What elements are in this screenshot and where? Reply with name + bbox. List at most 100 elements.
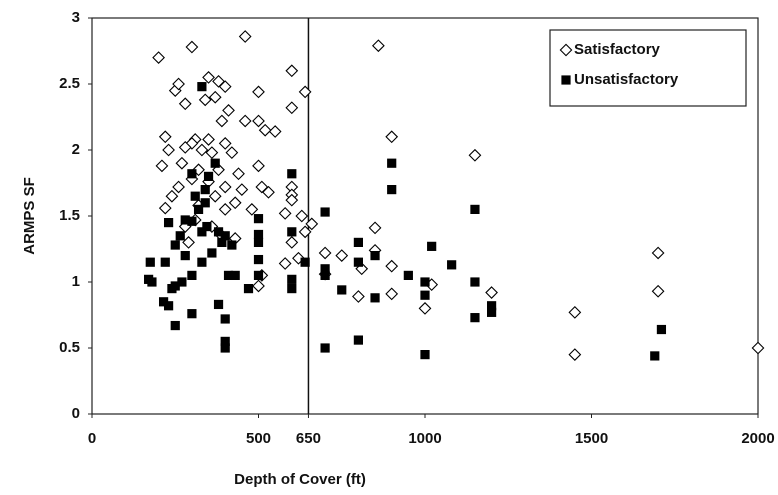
point [170,281,180,291]
x-tick-label: 0 [88,430,96,447]
point [287,169,297,179]
point [485,286,498,299]
point [180,251,190,261]
point [218,203,232,216]
point [253,254,264,265]
y-tick-label: 0.5 [59,339,80,356]
point [420,277,430,287]
point [385,130,399,144]
point [651,284,665,298]
point [238,114,252,128]
point [253,214,264,224]
point [487,301,497,311]
point [300,257,310,267]
point [751,341,765,355]
point [320,270,330,280]
legend-label: Unsatisfactory [574,71,679,88]
point [385,259,399,273]
point [420,350,430,360]
y-tick-label: 3 [72,9,80,26]
point [287,284,297,294]
point [205,146,219,160]
point [158,201,172,215]
point [202,71,215,84]
point [177,277,187,287]
x-tick-label: 1000 [408,430,441,447]
point [197,227,207,237]
point [158,130,172,144]
point [355,262,369,276]
point [223,270,234,280]
point [195,143,209,157]
point [222,104,235,117]
point [152,51,165,64]
y-axis-title: ARMPS SF [21,177,38,255]
point [287,274,297,284]
point [468,148,482,162]
point [387,185,397,195]
point [197,82,207,92]
point [285,64,299,78]
point [292,251,305,265]
point [178,97,192,111]
point [155,159,169,173]
point [187,270,197,280]
point [198,93,212,107]
point [213,299,224,310]
point [245,203,259,216]
point [172,77,185,91]
point [353,257,363,267]
point [192,163,205,177]
point [278,257,292,270]
point [225,146,239,160]
point [232,167,245,181]
point [298,85,312,99]
point [243,284,254,294]
point [170,320,180,331]
point [298,225,312,239]
point [217,237,227,247]
point [320,343,330,353]
point [212,74,225,88]
point [252,85,265,99]
point [208,189,222,203]
point [160,257,170,267]
x-tick-label: 1500 [575,430,608,447]
point [258,123,272,137]
point [228,196,242,210]
point [175,156,189,170]
point [278,206,292,220]
point [180,215,190,225]
point [163,301,174,311]
point [651,246,665,260]
point [147,277,157,287]
point [197,257,207,267]
point [268,125,282,138]
point [352,290,365,303]
point [220,336,230,346]
point [202,221,212,232]
point [420,290,430,300]
point [227,240,237,250]
x-axis-title: Depth of Cover (ft) [234,471,366,488]
point [568,348,582,361]
point [172,180,185,194]
point [285,193,299,207]
x-tick-label: 500 [246,430,271,447]
y-tick-label: 2.5 [59,75,80,92]
point [470,277,480,287]
point [337,285,347,295]
point [215,114,229,128]
point [203,171,214,181]
point [427,241,437,251]
legend-box [549,29,747,107]
point [175,231,185,241]
point [220,314,230,324]
point [285,236,299,249]
point [158,297,169,307]
y-tick-label: 1.5 [59,207,80,224]
point [253,270,264,280]
point [320,207,330,217]
point [370,251,380,261]
